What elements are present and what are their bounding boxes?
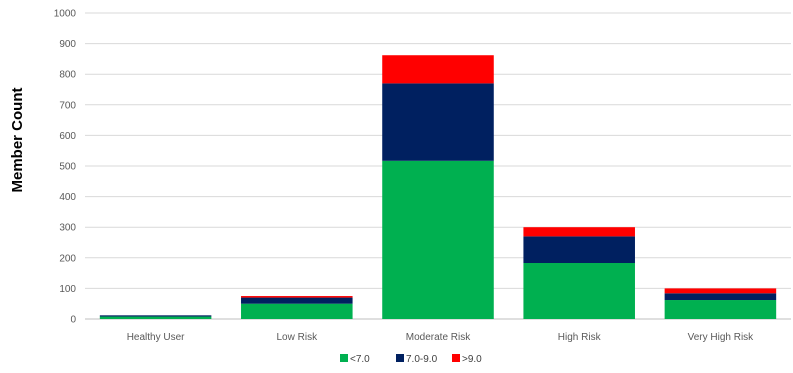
y-tick-label: 0 [70,315,76,326]
y-tick-label: 1000 [54,9,77,20]
y-axis-ticks: 0 100 200 300 400 500 600 700 800 900 1000 [54,9,77,326]
x-tick-label: Moderate Risk [406,332,471,343]
bar-segment [241,296,353,298]
bar-segment [241,297,353,304]
legend-label: >9.0 [462,354,482,365]
y-tick-label: 400 [59,192,76,203]
bar-segment [523,236,635,264]
y-tick-label: 600 [59,131,76,142]
legend-swatch [396,354,404,362]
x-tick-label: Healthy User [127,332,185,343]
y-tick-label: 900 [59,39,76,50]
legend-label: 7.0-9.0 [406,354,438,365]
legend-label: <7.0 [350,354,370,365]
x-tick-label: Low Risk [277,332,319,343]
legend-swatch [340,354,348,362]
bar-segment [664,288,777,294]
bar-segment [382,160,494,319]
legend-swatch [452,354,460,362]
bar-segment [382,83,494,161]
bar-segment [382,55,494,84]
bar-segment [664,293,777,301]
bars [99,55,777,319]
y-tick-label: 200 [59,253,76,264]
y-tick-label: 300 [59,223,76,234]
bar-segment [99,316,212,319]
bar-segment [664,300,777,319]
y-axis-label: Member Count [9,87,26,192]
y-tick-label: 800 [59,70,76,81]
y-tick-label: 700 [59,100,76,111]
x-axis-labels: Healthy User Low Risk Moderate Risk High Ri… [127,332,754,343]
x-tick-label: Very High Risk [688,332,755,343]
bar-segment [99,315,212,317]
bar-segment [241,303,353,319]
y-tick-label: 500 [59,162,76,173]
legend: <7.0 7.0-9.0 >9.0 [340,354,482,365]
bar-segment [523,263,635,319]
y-tick-label: 100 [59,284,76,295]
bar-segment [523,227,635,237]
x-tick-label: High Risk [558,332,602,343]
